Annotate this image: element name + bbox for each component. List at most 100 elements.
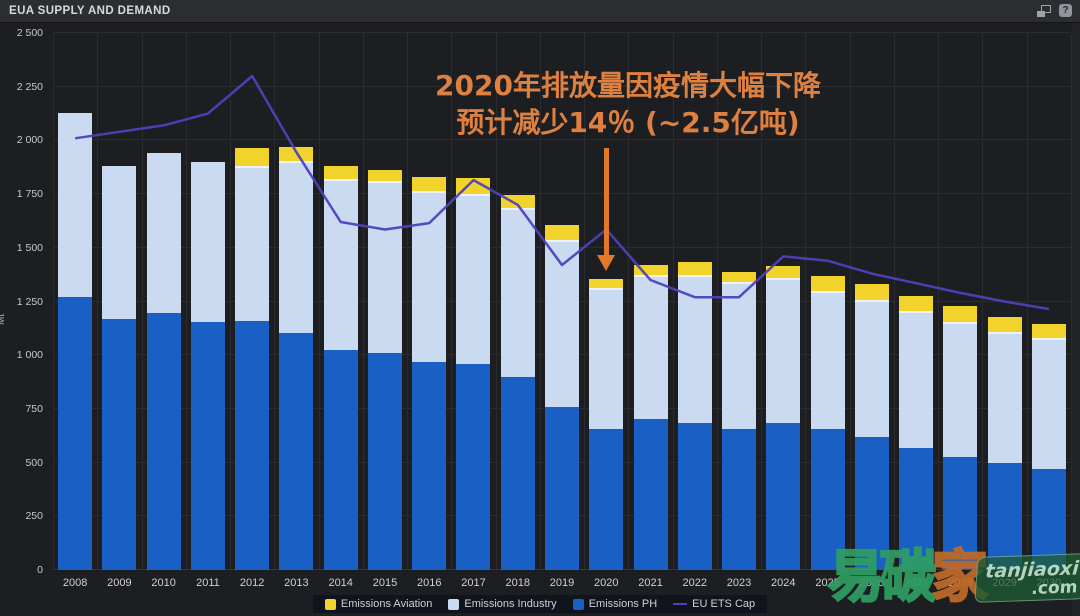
y-tick-label: 1 250 <box>16 295 43 308</box>
bar-2015-emissions_aviation[interactable] <box>367 169 402 184</box>
v-gridline <box>805 33 807 570</box>
bar-2017-emissions_industry[interactable] <box>456 196 491 364</box>
x-tick-label-2009: 2009 <box>107 577 132 589</box>
annotation-line1: 2020年排放量因疫情大幅下降 <box>435 69 821 102</box>
bar-2024-emissions_industry[interactable] <box>766 280 801 423</box>
v-gridline <box>185 33 187 570</box>
panel-header: EUA SUPPLY AND DEMAND ? <box>0 0 1080 23</box>
bar-2023-emissions_ph[interactable] <box>722 429 757 570</box>
bar-2026-emissions_ph[interactable] <box>854 436 889 570</box>
bar-2018-emissions_ph[interactable] <box>500 376 535 570</box>
bar-2022-emissions_ph[interactable] <box>677 422 712 570</box>
legend-item-eu-ets-cap[interactable]: EU ETS Cap <box>673 598 755 610</box>
bar-2028-emissions_aviation[interactable] <box>943 305 978 325</box>
bar-2019-emissions_aviation[interactable] <box>545 225 579 243</box>
bar-2028-emissions_industry[interactable] <box>943 324 978 458</box>
bar-2013-emissions_aviation[interactable] <box>279 147 314 163</box>
legend: Emissions Aviation Emissions Industry Emis… <box>0 595 1080 613</box>
bar-2026-emissions_industry[interactable] <box>854 301 889 437</box>
bar-2017-emissions_ph[interactable] <box>456 363 491 570</box>
bar-2025-emissions_aviation[interactable] <box>810 275 845 293</box>
bar-2015-emissions_ph[interactable] <box>367 353 402 570</box>
bar-2023-emissions_industry[interactable] <box>722 284 757 430</box>
bar-2016-emissions_ph[interactable] <box>412 361 447 570</box>
plot-area[interactable]: 2020年排放量因疫情大幅下降 预计减少14％ (~2.5亿吨) <box>53 32 1072 570</box>
bar-2012-emissions_aviation[interactable] <box>235 148 270 169</box>
bar-2021-emissions_ph[interactable] <box>633 418 668 570</box>
bar-2024-emissions_ph[interactable] <box>766 422 801 570</box>
annotation: 2020年排放量因疫情大幅下降 预计减少14％ (~2.5亿吨) <box>358 67 898 141</box>
x-tick-label-2010: 2010 <box>151 577 176 589</box>
v-gridline <box>53 33 54 570</box>
bar-2025-emissions_industry[interactable] <box>810 292 845 430</box>
bar-2013-emissions_ph[interactable] <box>279 332 314 570</box>
bar-2012-emissions_industry[interactable] <box>235 168 270 321</box>
legend-item-emissions-ph[interactable]: Emissions PH <box>572 598 658 610</box>
bar-2008-emissions_industry[interactable] <box>58 112 93 298</box>
bar-2012-emissions_ph[interactable] <box>235 320 270 570</box>
x-axis: 2008 2009 2010 2011 2012 2013 2014 2015 2016 2017… <box>53 574 1071 594</box>
bar-2022-emissions_aviation[interactable] <box>677 261 712 277</box>
bar-2021-emissions_industry[interactable] <box>633 276 668 419</box>
y-tick-label: 250 <box>25 510 43 523</box>
legend-label: Emissions PH <box>588 598 658 610</box>
bar-2030-emissions_aviation[interactable] <box>1031 324 1066 341</box>
bar-2022-emissions_industry[interactable] <box>677 276 712 423</box>
bar-2019-emissions_industry[interactable] <box>545 242 579 407</box>
v-gridline <box>893 33 895 570</box>
bar-2028-emissions_ph[interactable] <box>943 457 978 570</box>
right-scroll-strip[interactable] <box>1072 22 1080 616</box>
bar-2017-emissions_aviation[interactable] <box>456 178 491 197</box>
bar-2027-emissions_aviation[interactable] <box>899 296 934 314</box>
help-icon[interactable]: ? <box>1059 4 1072 17</box>
bar-2027-emissions_industry[interactable] <box>899 313 934 448</box>
legend-item-emissions-industry[interactable]: Emissions Industry <box>448 598 557 610</box>
bar-2015-emissions_industry[interactable] <box>367 183 402 354</box>
bar-2010-emissions_industry[interactable] <box>146 153 181 314</box>
x-tick-label-2026: 2026 <box>859 577 885 589</box>
bar-2018-emissions_industry[interactable] <box>500 210 535 377</box>
v-gridline <box>584 33 586 570</box>
annotation-arrow-shaft <box>603 148 609 256</box>
bar-2026-emissions_aviation[interactable] <box>854 284 889 302</box>
eu-ets-cap-line[interactable] <box>53 33 1071 570</box>
y-tick-label: 500 <box>25 456 43 469</box>
y-tick-label: 750 <box>25 402 43 415</box>
bar-2016-emissions_industry[interactable] <box>412 193 447 362</box>
legend-item-emissions-aviation[interactable]: Emissions Aviation <box>324 598 432 610</box>
bar-2021-emissions_aviation[interactable] <box>633 265 668 277</box>
bar-2029-emissions_aviation[interactable] <box>987 316 1022 334</box>
bar-2011-emissions_industry[interactable] <box>190 161 225 322</box>
bar-2029-emissions_industry[interactable] <box>987 333 1022 463</box>
bar-2020-emissions_industry[interactable] <box>589 289 624 430</box>
bar-2013-emissions_industry[interactable] <box>279 162 314 333</box>
bar-2025-emissions_ph[interactable] <box>810 429 845 570</box>
bar-2014-emissions_industry[interactable] <box>323 181 358 350</box>
v-gridline <box>1071 33 1072 570</box>
bar-2030-emissions_industry[interactable] <box>1031 340 1066 470</box>
v-gridline <box>362 33 364 570</box>
x-tick-label-2013: 2013 <box>284 577 309 589</box>
v-gridline <box>539 33 541 570</box>
bar-2010-emissions_ph[interactable] <box>146 313 181 570</box>
bar-2016-emissions_aviation[interactable] <box>412 177 447 194</box>
bar-2011-emissions_ph[interactable] <box>190 321 225 570</box>
bar-2020-emissions_aviation[interactable] <box>589 279 624 290</box>
bar-2008-emissions_ph[interactable] <box>58 297 93 570</box>
y-tick-label: 2 250 <box>16 80 43 93</box>
bar-2024-emissions_aviation[interactable] <box>766 266 801 281</box>
x-tick-label-2025: 2025 <box>815 577 840 589</box>
bar-2020-emissions_ph[interactable] <box>589 429 624 570</box>
bar-2009-emissions_industry[interactable] <box>102 166 137 319</box>
legend-box-swatch <box>572 598 584 610</box>
v-gridline <box>761 33 763 570</box>
bar-2019-emissions_ph[interactable] <box>545 406 579 570</box>
share-icon[interactable] <box>1037 4 1051 17</box>
bar-2023-emissions_aviation[interactable] <box>722 271 757 285</box>
bar-2029-emissions_ph[interactable] <box>987 462 1022 570</box>
y-tick-label: 2 500 <box>16 27 43 39</box>
bar-2009-emissions_ph[interactable] <box>102 318 137 570</box>
bar-2027-emissions_ph[interactable] <box>899 447 934 570</box>
bar-2014-emissions_ph[interactable] <box>323 349 358 570</box>
bar-2014-emissions_aviation[interactable] <box>323 166 358 182</box>
